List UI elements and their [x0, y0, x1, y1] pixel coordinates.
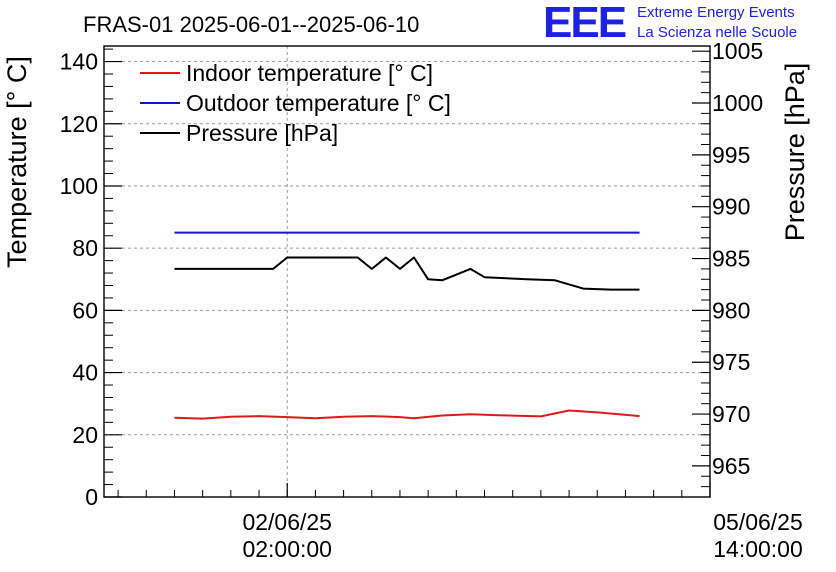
- left-tick-label: 100: [60, 173, 98, 199]
- plot-frame: [103, 45, 711, 498]
- x-tick-time: 02:00:00: [242, 536, 332, 562]
- legend-label-0: Indoor temperature [° C]: [186, 60, 433, 86]
- right-tick-label: 980: [712, 297, 750, 323]
- logo-mark: EEE: [543, 0, 627, 47]
- series-layer: [174, 231, 640, 420]
- left-tick-label: 0: [85, 484, 98, 510]
- series-line-0: [174, 409, 640, 420]
- x-tick-date: 02/06/25: [242, 509, 332, 535]
- chart-title: FRAS-01 2025-06-01--2025-06-10: [83, 12, 419, 37]
- right-axis-label: Pressure [hPa]: [780, 63, 810, 242]
- right-tick-label: 970: [712, 401, 750, 427]
- logo-line1: Extreme Energy Events: [637, 4, 795, 21]
- legend-label-2: Pressure [hPa]: [186, 120, 338, 146]
- left-tick-label: 140: [60, 49, 98, 75]
- legend-label-1: Outdoor temperature [° C]: [186, 90, 451, 116]
- eee-logo: EEE Extreme Energy Events La Scienza nel…: [543, 0, 836, 47]
- x-tick-time: 14:00:00: [713, 536, 803, 562]
- gridlines: [104, 46, 710, 497]
- series-line-2: [174, 256, 640, 291]
- left-tick-label: 60: [72, 297, 98, 323]
- right-tick-label: 1000: [712, 90, 763, 116]
- right-tick-label: 965: [712, 453, 750, 479]
- right-tick-label: 975: [712, 349, 750, 375]
- legend: Indoor temperature [° C] Outdoor temperat…: [140, 60, 451, 146]
- right-axis: 965 970 975 980 985 990 995 1000 1005: [692, 38, 763, 488]
- right-tick-label: 985: [712, 246, 750, 272]
- right-tick-label: 1005: [712, 38, 763, 64]
- right-tick-label: 995: [712, 142, 750, 168]
- left-axis: 0 20 40 60 80 100 120 140: [60, 49, 122, 510]
- left-tick-label: 40: [72, 360, 98, 386]
- left-tick-label: 20: [72, 422, 98, 448]
- logo-line2: La Scienza nelle Scuole: [637, 24, 798, 41]
- left-tick-label: 80: [72, 235, 98, 261]
- left-axis-label: Temperature [° C]: [2, 56, 32, 268]
- right-tick-label: 990: [712, 194, 750, 220]
- left-tick-label: 120: [60, 111, 98, 137]
- x-tick-date: 05/06/25: [713, 509, 803, 535]
